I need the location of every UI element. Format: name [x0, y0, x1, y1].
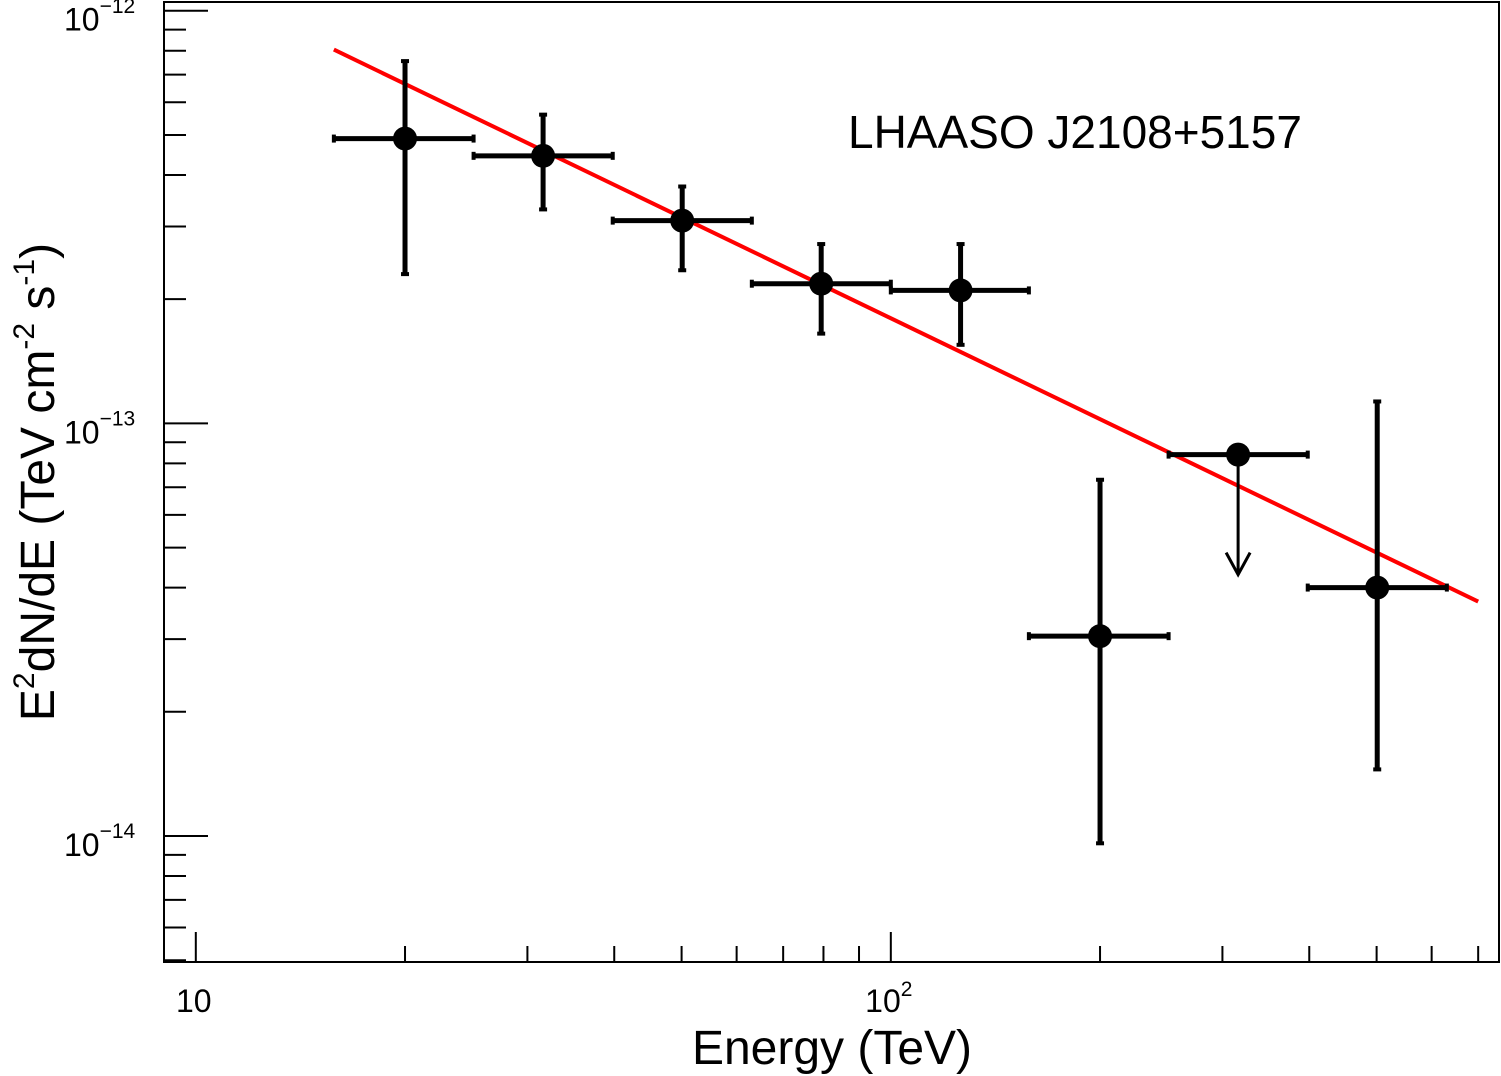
- x-axis-title: Energy (TeV): [692, 1022, 972, 1075]
- y-axis-title-sup: -2: [8, 323, 41, 350]
- point-marker: [1226, 442, 1251, 467]
- y-axis-title: E2dN/dE (TeV cm-2 s-1): [8, 243, 65, 721]
- data-point: [749, 242, 893, 336]
- y-tick-label: 10−14: [64, 820, 136, 863]
- y-axis-title-part: s: [12, 286, 65, 323]
- x-tick-label-base: 10: [176, 983, 212, 1019]
- point-marker: [531, 143, 556, 168]
- fit-line: [333, 47, 1480, 604]
- source-annotation: LHAASO J2108+5157: [848, 106, 1302, 158]
- y-tick-label-base: 10: [64, 414, 100, 450]
- x-tick-label-exp: 2: [901, 978, 913, 1001]
- data-point: [1166, 442, 1310, 578]
- x-axis-minor-ticks: [404, 946, 1480, 962]
- data-point: [1026, 477, 1171, 846]
- y-tick-label-exp: −12: [100, 0, 136, 18]
- y-tick-label: 10−12: [64, 0, 135, 38]
- plot-frame: [163, 1, 1500, 963]
- y-tick-label: 10−13: [64, 407, 135, 450]
- point-marker: [1088, 624, 1113, 649]
- data-point: [610, 184, 754, 273]
- y-tick-label-exp: −14: [100, 820, 136, 843]
- data-point: [1305, 399, 1449, 772]
- y-tick-label-base: 10: [64, 2, 100, 38]
- point-marker: [393, 126, 418, 151]
- y-axis-title-part: dN/dE (TeV cm: [12, 350, 65, 673]
- y-axis-title-part: E: [12, 689, 65, 721]
- point-marker: [948, 278, 973, 303]
- upper-limit-arrow-head: [1224, 551, 1252, 578]
- point-marker: [670, 208, 695, 233]
- data-point: [471, 112, 615, 212]
- y-tick-label-exp: −13: [100, 407, 136, 430]
- data-point: [331, 59, 476, 277]
- data-points: [331, 59, 1449, 846]
- x-tick-label: 10: [176, 983, 212, 1019]
- x-tick-label-base: 10: [865, 983, 901, 1019]
- x-axis-ticks: 10 102: [176, 932, 912, 1019]
- y-axis-title-sup: 2: [8, 672, 41, 689]
- fit-layer: [333, 47, 1480, 604]
- x-tick-label: 102: [865, 978, 912, 1019]
- y-axis-title-part: ): [12, 243, 65, 259]
- y-axis-minor-ticks: [164, 28, 186, 962]
- point-marker: [1365, 575, 1390, 600]
- y-tick-label-base: 10: [64, 827, 100, 863]
- data-point: [888, 242, 1031, 347]
- y-axis-title-sup: -1: [8, 259, 41, 286]
- point-marker: [809, 271, 834, 296]
